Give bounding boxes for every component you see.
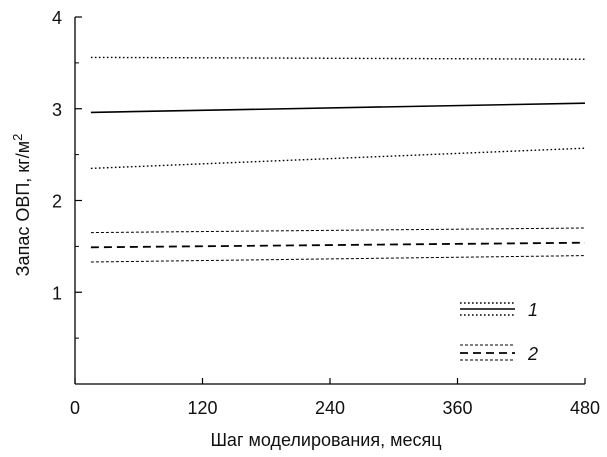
series-2-upper-line [90,227,586,234]
y-axis-title-superscript: 2 [10,134,25,141]
x-tick-label: 0 [70,398,80,418]
y-axis-title: Запас ОВП, кг/м2 [10,134,33,277]
series-1-mean-line [90,102,586,114]
legend-label-1: 1 [528,300,538,320]
series-1-upper-line [90,56,586,60]
legend-label-2: 2 [527,344,538,364]
y-tick-label: 3 [52,100,62,120]
y-tick-label: 4 [52,8,62,28]
legend: 12 [460,300,538,364]
x-tick-label: 120 [187,398,217,418]
series-2-lower-line [90,255,586,263]
series-group [90,56,586,263]
series-2-mean-line [90,241,586,249]
x-tick-label: 360 [442,398,472,418]
x-axis-title: Шаг моделирования, месяц [210,430,441,450]
series-1-lower-line [90,147,586,170]
y-tick-label: 2 [52,192,62,212]
y-tick-label: 1 [52,283,62,303]
x-tick-label: 240 [315,398,345,418]
x-tick-label: 480 [570,398,600,418]
y-axis-title-base: Запас ОВП, кг/м [13,141,33,276]
